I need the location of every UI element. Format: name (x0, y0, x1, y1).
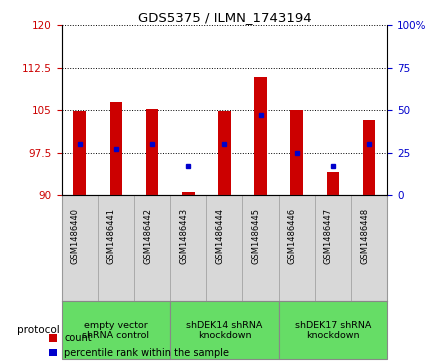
Text: shDEK17 shRNA
knockdown: shDEK17 shRNA knockdown (295, 321, 371, 340)
Bar (363, 121, 375, 195)
Bar (73, 111, 86, 195)
Title: GDS5375 / ILMN_1743194: GDS5375 / ILMN_1743194 (138, 11, 311, 24)
Bar (62, 301, 170, 359)
Text: GSM1486448: GSM1486448 (360, 208, 369, 264)
Text: empty vector
shRNA control: empty vector shRNA control (82, 321, 149, 340)
Text: protocol: protocol (17, 325, 60, 335)
Text: shDEK14 shRNA
knockdown: shDEK14 shRNA knockdown (186, 321, 263, 340)
Bar (170, 301, 279, 359)
Bar (218, 111, 231, 195)
Bar (290, 110, 303, 195)
Text: GSM1486447: GSM1486447 (324, 208, 333, 264)
Bar (326, 172, 339, 195)
Bar (254, 77, 267, 195)
Text: GSM1486440: GSM1486440 (71, 208, 80, 264)
Text: GSM1486443: GSM1486443 (179, 208, 188, 264)
Bar (110, 102, 122, 195)
Text: GSM1486441: GSM1486441 (107, 208, 116, 264)
Bar (182, 192, 194, 195)
Text: GSM1486445: GSM1486445 (252, 208, 260, 264)
Text: GSM1486446: GSM1486446 (288, 208, 297, 264)
Text: GSM1486442: GSM1486442 (143, 208, 152, 264)
Bar (146, 109, 158, 195)
Legend: count, percentile rank within the sample: count, percentile rank within the sample (49, 333, 229, 358)
Text: GSM1486444: GSM1486444 (216, 208, 224, 264)
Bar (279, 301, 387, 359)
